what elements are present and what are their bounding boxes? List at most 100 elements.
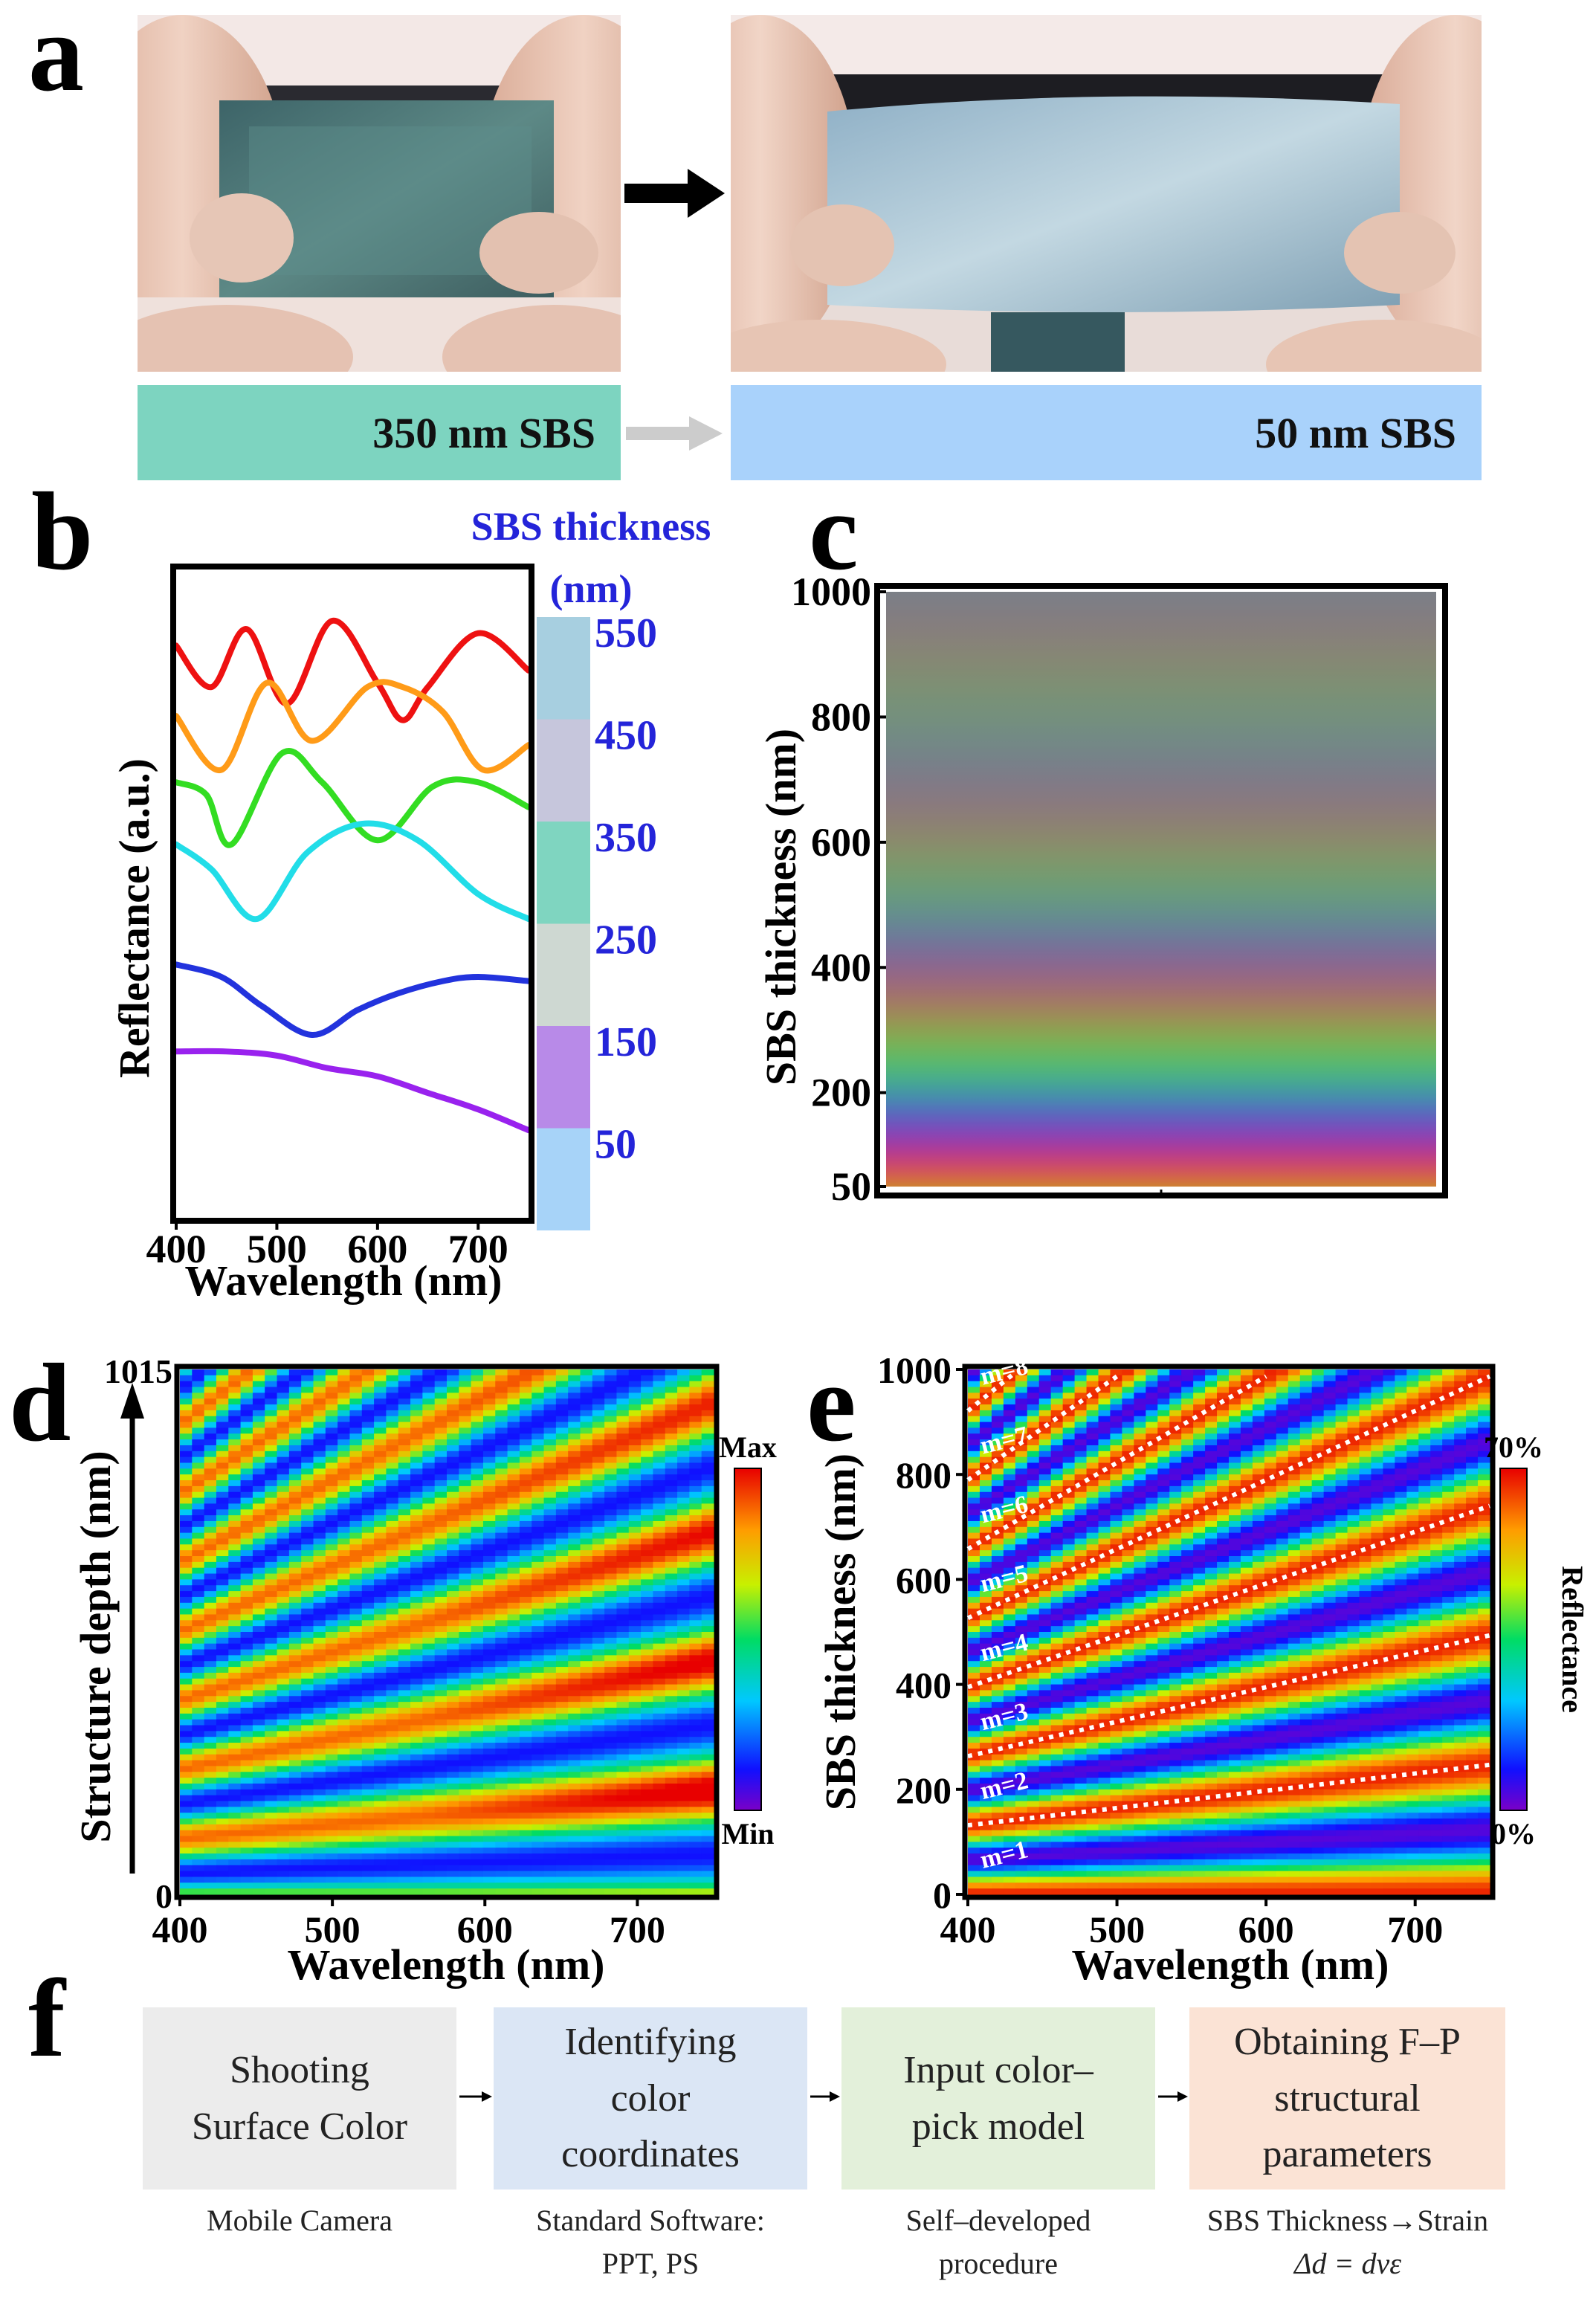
chart-d-map-cell [252,1871,265,1878]
chart-d-map-cell [422,1427,436,1434]
chart-d-map-cell [410,1369,423,1376]
chart-d-map-cell [410,1690,423,1697]
chart-d-map-cell [216,1393,229,1399]
chart-e-map-cell [1003,1462,1016,1469]
chart-d-map-cell [592,1871,605,1878]
chart-d-map-cell [482,1632,496,1639]
chart-d-map-cell [592,1848,605,1854]
chart-e-map-cell [968,1485,980,1493]
chart-d-map-cell [555,1509,569,1516]
chart-d-map-cell [459,1520,472,1528]
chart-d-map-cell [180,1830,193,1837]
chart-d-map-cell [641,1737,654,1743]
chart-e-map-cell [1038,1503,1052,1510]
chart-d-map-cell [277,1696,290,1703]
chart-e-map-cell [1027,1819,1040,1825]
chart-e-map-cell [1050,1544,1064,1551]
chart-e-map-cell [991,1819,1004,1825]
chart-d-map-cell [677,1667,690,1674]
chart-d-map-cell [192,1596,205,1604]
chart-d-map-cell [180,1497,193,1505]
chart-d-map-cell [616,1381,630,1388]
chart-d-map-cell [313,1877,326,1883]
chart-e-map-cell [979,1550,992,1557]
chart-d-map-cell [313,1626,326,1633]
chart-d-map-cell [495,1404,508,1411]
chart-d-map-cell [386,1427,399,1434]
chart-d-map-cell [204,1783,217,1790]
chart-d-map-cell [641,1719,654,1726]
chart-d-map-cell [543,1427,557,1434]
chart-d-map-cell [543,1632,557,1639]
chart-d-map-cell [482,1387,496,1393]
chart-d-map-cell [555,1713,569,1720]
chart-d-map-cell [386,1754,399,1761]
chart-d-map-cell [519,1503,532,1510]
chart-e-map-cell [1015,1766,1028,1772]
chart-d-map-cell [482,1404,496,1411]
chart-d-map-cell [240,1778,253,1784]
chart-d-map-cell [180,1509,193,1516]
chart-e-map-cell [991,1410,1004,1417]
chart-d-map-cell [482,1445,496,1452]
chart-d-map-cell [580,1485,593,1493]
chart-e-map-cell [1050,1853,1064,1860]
chart-d-map-cell [677,1865,690,1872]
chart-d-map-cell [665,1632,678,1639]
chart-e-map-cell [1074,1789,1088,1796]
chart-d-map-cell [398,1882,411,1889]
chart-d-map-cell [641,1725,654,1732]
chart-d-map-cell [628,1585,642,1592]
chart-d-map-cell [313,1468,326,1475]
chart-d-map-cell [677,1801,690,1807]
chart-d-map-cell [228,1807,242,1813]
chart-d-map-cell [482,1672,496,1679]
chart-e-map-cell [991,1824,1004,1831]
chart-d-map-cell [216,1387,229,1393]
chart-d-map-cell [398,1497,411,1505]
chart-d-map-cell [240,1707,253,1714]
chart-d-map-cell [519,1754,532,1761]
chart-d-map-cell [422,1404,436,1411]
chart-d-map-cell [386,1573,399,1580]
chart-e-map-cell [1074,1801,1088,1807]
chart-d-map-cell [252,1637,265,1645]
chart-d-map-cell [204,1661,217,1668]
chart-e-map-cell [1003,1725,1016,1732]
chart-d-map-cell [471,1393,484,1399]
chart-e-map-cell [1003,1643,1016,1650]
chart-d-map-cell [604,1451,618,1458]
chart-d-map-cell [180,1567,193,1575]
chart-b-xlabel: Wavelength (nm) [185,1256,503,1305]
chart-d-map-cell [204,1474,217,1481]
chart-d-map-cell [434,1748,448,1755]
chart-d-map-cell [277,1684,290,1691]
chart-e-map-cell [979,1819,992,1825]
chart-e-map-cell [1003,1690,1016,1697]
chart-d-map-cell [641,1626,654,1633]
chart-d-map-cell [665,1416,678,1423]
chart-d-map-cell [495,1381,508,1388]
chart-e-map-cell [1062,1778,1076,1784]
chart-d-map-cell [471,1713,484,1720]
chart-d-map-cell [337,1387,351,1393]
chart-d-map-cell [447,1427,459,1434]
chart-d-map-cell [459,1713,472,1720]
chart-d-map-cell [192,1485,205,1493]
chart-d-map-cell [532,1707,545,1714]
chart-d-map-cell [592,1649,605,1656]
chart-d-map-cell [447,1538,459,1545]
chart-e-map-cell [1062,1801,1076,1807]
chart-d-map-cell [228,1497,242,1505]
chart-d-map-cell [192,1696,205,1703]
chart-d-map-cell [495,1637,508,1645]
chart-d-map-cell [216,1766,229,1772]
chart-d-map-cell [568,1497,581,1505]
chart-d-map-cell [192,1824,205,1831]
chart-d-map-cell [555,1877,569,1883]
chart-e-map-cell [1086,1445,1099,1452]
chart-e-map-cell [1015,1783,1028,1790]
chart-e-map-cell [1074,1719,1088,1726]
chart-d-map-cell [592,1538,605,1545]
chart-d-map-cell [277,1515,290,1522]
